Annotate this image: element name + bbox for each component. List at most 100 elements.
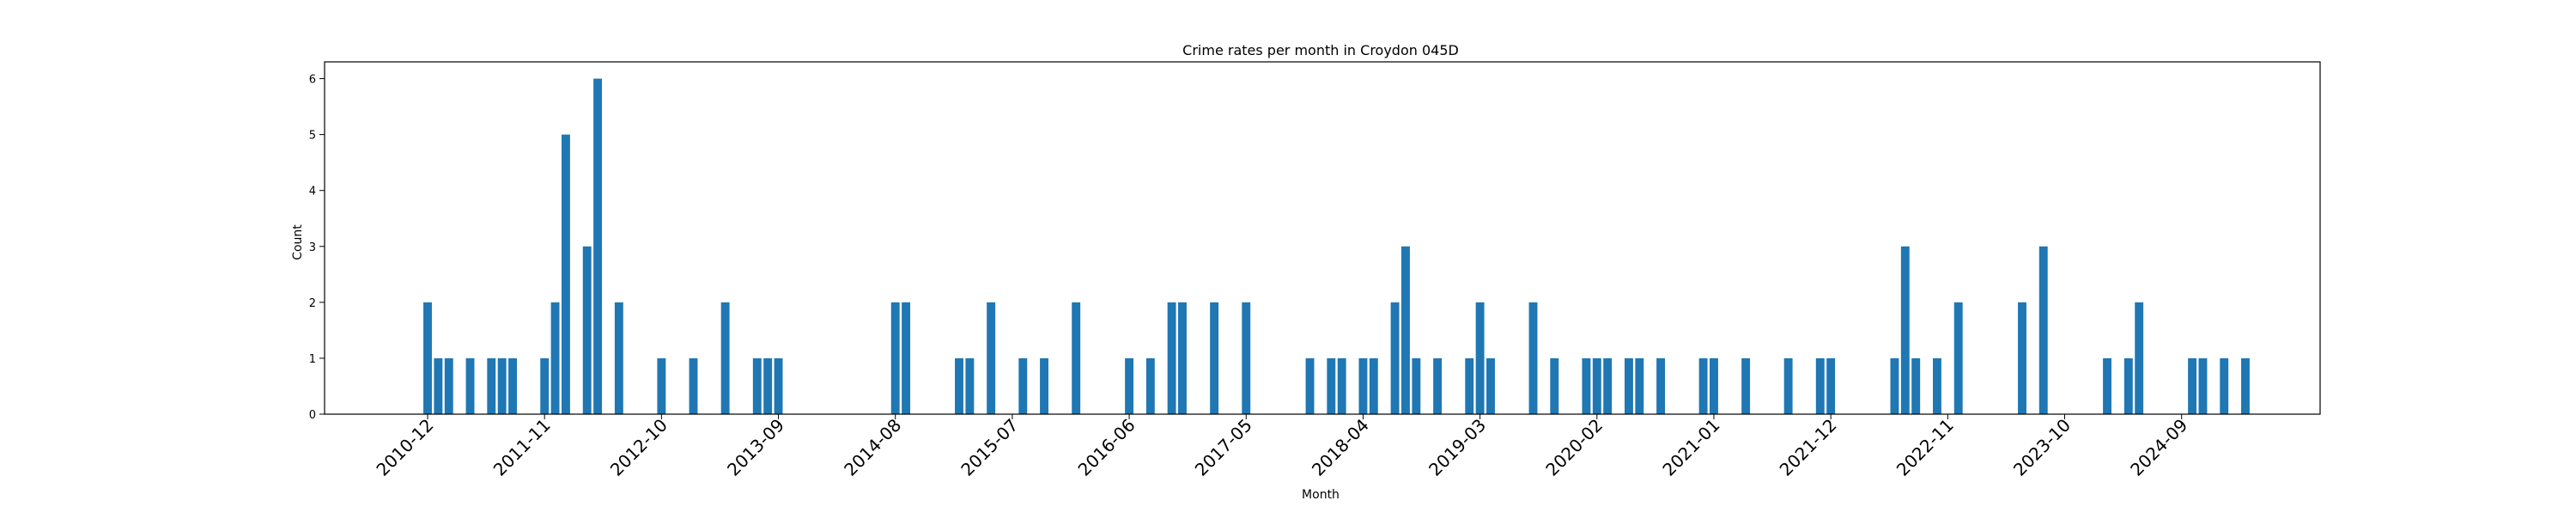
x-tick-label: 2011-11 bbox=[489, 415, 555, 480]
bar-2012-06 bbox=[614, 302, 623, 414]
bar-2015-05 bbox=[987, 302, 996, 414]
bar-2022-07 bbox=[1900, 246, 1910, 414]
x-tick-label: 2022-11 bbox=[1893, 415, 1958, 480]
bar-2020-03 bbox=[1603, 357, 1613, 414]
bar-2016-11 bbox=[1178, 302, 1187, 414]
bar-2011-01 bbox=[434, 357, 443, 414]
bar-2017-02 bbox=[1210, 302, 1219, 414]
bar-2018-08 bbox=[1401, 246, 1410, 414]
bar-2024-04 bbox=[2123, 357, 2133, 414]
bar-2013-09 bbox=[774, 357, 783, 414]
bar-2012-04 bbox=[593, 78, 603, 415]
bar-2013-04 bbox=[720, 302, 730, 414]
bar-2019-10 bbox=[1550, 357, 1559, 414]
bar-2020-02 bbox=[1592, 357, 1601, 414]
bar-2018-05 bbox=[1369, 357, 1378, 414]
bar-2021-01 bbox=[1710, 357, 1718, 414]
y-tick-label: 2 bbox=[309, 297, 316, 310]
x-tick-label: 2012-10 bbox=[606, 415, 671, 480]
x-axis: 2010-12 2011-11 2012-10 2013-09 2014-08 2015-… bbox=[372, 414, 2191, 480]
bar-2011-02 bbox=[444, 357, 453, 414]
plot-area-frame bbox=[324, 61, 2321, 415]
bar-2023-06 bbox=[2018, 302, 2026, 414]
x-tick-label: 2019-03 bbox=[1425, 415, 1490, 480]
bar-2018-11 bbox=[1433, 357, 1443, 414]
bar-2019-02 bbox=[1465, 357, 1474, 414]
bar-2021-12 bbox=[1826, 357, 1836, 414]
bar-2016-06 bbox=[1125, 357, 1134, 414]
bar-2011-11 bbox=[540, 357, 550, 414]
bar-2019-04 bbox=[1486, 357, 1495, 414]
x-tick-label: 2023-10 bbox=[2009, 415, 2075, 480]
y-tick-label: 5 bbox=[309, 130, 316, 143]
bar-2018-04 bbox=[1358, 357, 1368, 414]
bar-2016-08 bbox=[1145, 357, 1155, 414]
bar-2024-05 bbox=[2135, 302, 2144, 414]
bar-2024-02 bbox=[2103, 357, 2111, 414]
x-tick-label: 2024-09 bbox=[2126, 415, 2191, 480]
x-tick-label: 2018-04 bbox=[1308, 415, 1373, 480]
bar-2012-01 bbox=[561, 134, 570, 414]
bar-2021-11 bbox=[1815, 357, 1825, 414]
bar-2012-03 bbox=[582, 246, 592, 414]
x-tick-label: 2021-01 bbox=[1658, 415, 1723, 480]
x-tick-label: 2021-12 bbox=[1776, 415, 1841, 480]
y-tick-label: 4 bbox=[309, 186, 316, 198]
bar-2018-09 bbox=[1412, 357, 1421, 414]
bar-2015-08 bbox=[1018, 357, 1028, 414]
y-tick-label: 3 bbox=[309, 241, 316, 254]
y-tick-label: 0 bbox=[309, 409, 316, 422]
bar-2022-06 bbox=[1890, 357, 1899, 414]
y-tick-label: 6 bbox=[309, 74, 316, 87]
bar-2015-02 bbox=[955, 357, 963, 414]
bar-2014-09 bbox=[902, 302, 911, 414]
bar-2022-12 bbox=[1953, 302, 1963, 414]
bar-2020-12 bbox=[1698, 357, 1708, 414]
bar-2016-10 bbox=[1167, 302, 1176, 414]
bar-2021-08 bbox=[1783, 357, 1793, 414]
bar-2020-05 bbox=[1624, 357, 1633, 414]
bar-2018-07 bbox=[1390, 302, 1400, 414]
bar-2015-10 bbox=[1040, 357, 1048, 414]
bar-2020-06 bbox=[1635, 357, 1644, 414]
x-tick-label: 2014-08 bbox=[840, 415, 905, 480]
bar-2014-08 bbox=[890, 302, 900, 414]
bar-2024-11 bbox=[2198, 357, 2208, 414]
bar-2020-01 bbox=[1582, 357, 1591, 414]
y-axis-label: Count bbox=[291, 224, 305, 260]
bar-2018-01 bbox=[1327, 357, 1336, 414]
bar-2013-07 bbox=[752, 357, 762, 414]
bar-2011-06 bbox=[487, 357, 496, 414]
x-tick-label: 2017-05 bbox=[1191, 415, 1256, 480]
bar-2022-10 bbox=[1933, 357, 1941, 414]
chart-title: Crime rates per month in Croydon 045D bbox=[1182, 42, 1459, 58]
bar-2010-12 bbox=[423, 302, 432, 414]
x-tick-label: 2020-02 bbox=[1541, 415, 1607, 480]
x-axis-label: Month bbox=[1302, 488, 1340, 502]
bar-2011-07 bbox=[497, 357, 507, 414]
bars-group bbox=[423, 78, 2250, 415]
bar-2013-01 bbox=[689, 357, 698, 414]
bar-2022-08 bbox=[1911, 357, 1921, 414]
bar-2021-04 bbox=[1741, 357, 1751, 414]
x-tick-label: 2013-09 bbox=[723, 415, 788, 480]
bar-2019-03 bbox=[1475, 302, 1485, 414]
bar-2012-10 bbox=[657, 357, 666, 414]
bar-2019-08 bbox=[1528, 302, 1538, 414]
y-axis: 0 1 2 3 4 5 6 bbox=[309, 74, 325, 422]
x-tick-label: 2010-12 bbox=[372, 415, 437, 480]
bar-2011-12 bbox=[550, 302, 560, 414]
bar-2011-04 bbox=[465, 357, 475, 414]
bar-2011-08 bbox=[508, 357, 517, 414]
x-tick-label: 2015-07 bbox=[957, 415, 1022, 480]
bar-2025-03 bbox=[2241, 357, 2250, 414]
bar-2024-10 bbox=[2188, 357, 2197, 414]
bar-2023-08 bbox=[2038, 246, 2048, 414]
bar-2017-05 bbox=[1242, 302, 1251, 414]
bar-2025-01 bbox=[2220, 357, 2229, 414]
bar-2018-02 bbox=[1337, 357, 1346, 414]
bar-2017-11 bbox=[1305, 357, 1315, 414]
x-tick-label: 2016-06 bbox=[1074, 415, 1139, 480]
